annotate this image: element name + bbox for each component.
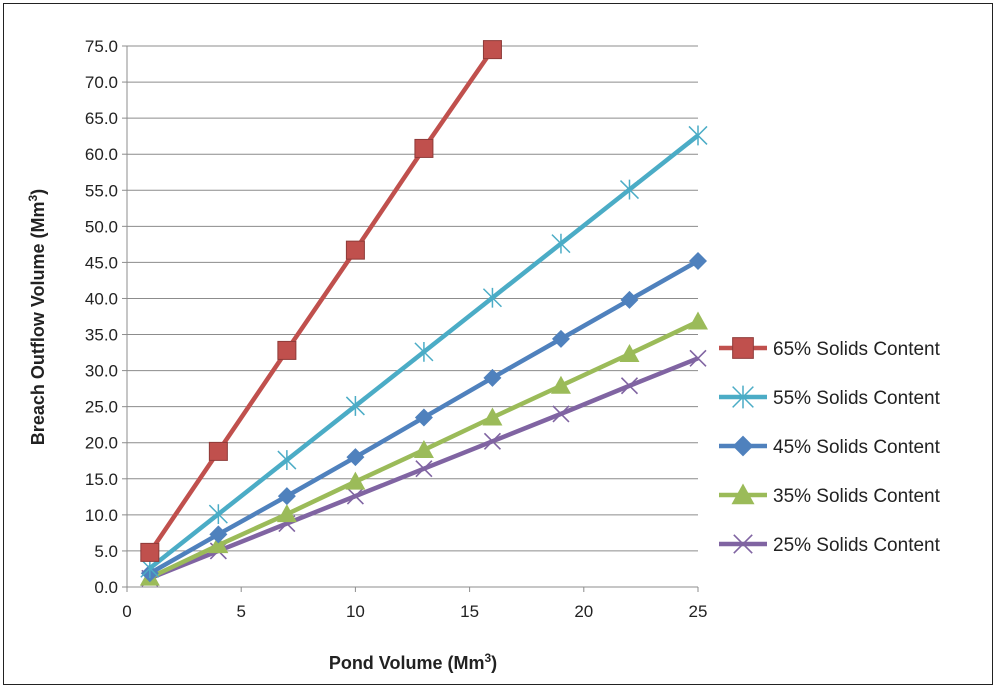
legend-item: 55% Solids Content (719, 385, 941, 409)
y-tick-label: 55.0 (85, 181, 118, 200)
series-layer (139, 40, 708, 587)
x-tick-label: 25 (689, 602, 708, 621)
marker-diamond (209, 525, 228, 544)
x-tick-label: 20 (574, 602, 593, 621)
legend-label: 35% Solids Content (773, 486, 941, 507)
marker-triangle (345, 471, 366, 490)
legend-item: 45% Solids Content (719, 435, 941, 458)
legend-label: 65% Solids Content (773, 339, 941, 360)
marker-square (345, 240, 365, 260)
y-tick-label: 5.0 (94, 542, 118, 561)
marker-diamond (620, 290, 639, 309)
marker-square (414, 138, 434, 158)
series-1 (140, 125, 708, 579)
marker-square (482, 40, 502, 60)
series-line (147, 48, 495, 554)
y-tick-label: 45.0 (85, 253, 118, 272)
legend: 65% Solids Content 55% Solids Content 45% … (719, 337, 941, 556)
marker-diamond (732, 435, 754, 457)
y-tick-labels: 0.0 5.0 10.0 15.0 20.0 25.0 30.0 35.0 40.0 45.0 50… (85, 37, 118, 597)
y-tick-label: 65.0 (85, 109, 118, 128)
marker-square (208, 441, 228, 461)
series-2 (140, 251, 707, 583)
x-tick-label: 15 (460, 602, 479, 621)
marker-x (483, 432, 502, 450)
marker-star (619, 179, 640, 200)
marker-square (140, 542, 160, 562)
marker-triangle (208, 535, 229, 554)
legend-item: 35% Solids Content (719, 483, 941, 507)
marker-star (208, 504, 228, 525)
legend-item: 65% Solids Content (719, 337, 941, 360)
marker-diamond (346, 448, 365, 467)
legend-label: 25% Solids Content (773, 535, 941, 556)
y-axis-title-text: Breach Outflow Volume (Mm (28, 202, 48, 446)
y-tick-label: 15.0 (85, 470, 118, 489)
x-tick-label: 0 (122, 602, 131, 621)
marker-star (277, 450, 297, 470)
marker-x (415, 460, 433, 478)
series-0 (140, 40, 502, 562)
marker-diamond (483, 368, 502, 387)
legend-item: 25% Solids Content (719, 534, 941, 556)
y-tick-label: 30.0 (85, 362, 118, 381)
marker-triangle (619, 344, 640, 363)
y-tick-label: 50.0 (85, 217, 118, 236)
marker-triangle (413, 439, 434, 458)
marker-square (732, 337, 754, 359)
y-tick-label: 75.0 (85, 37, 118, 56)
marker-triangle (688, 311, 708, 330)
y-axis-title: Breach Outflow Volume (Mm3) (26, 189, 48, 445)
legend-label: 55% Solids Content (773, 388, 941, 409)
y-tick-label: 10.0 (85, 506, 118, 525)
marker-diamond (414, 408, 433, 427)
y-tick-label: 60.0 (85, 145, 118, 164)
marker-x (620, 377, 639, 395)
line-chart: 0.05.010.015.020.025.030.035.040.045.050… (26, 37, 941, 673)
marker-star (482, 287, 502, 308)
y-tick-label: 25.0 (85, 398, 118, 417)
x-axis-title: Pond Volume (Mm3) (329, 651, 497, 673)
y-tick-label: 70.0 (85, 73, 118, 92)
x-axis-title-text: Pond Volume (Mm (329, 653, 485, 673)
marker-diamond (551, 329, 570, 348)
marker-triangle (276, 504, 297, 523)
marker-square (277, 340, 297, 360)
y-tick-label: 20.0 (85, 434, 118, 453)
x-tick-label: 10 (346, 602, 365, 621)
marker-x (346, 487, 364, 505)
y-tick-label: 40.0 (85, 289, 118, 308)
x-tick-labels: 0 5 10 15 20 25 (122, 602, 707, 621)
marker-diamond (277, 487, 296, 506)
marker-star (688, 125, 708, 146)
y-tick-label: 0.0 (94, 578, 118, 597)
marker-triangle (482, 407, 503, 426)
marker-triangle (550, 375, 571, 394)
legend-label: 45% Solids Content (773, 437, 941, 458)
y-axis-title-sup: 3 (26, 195, 40, 202)
marker-diamond (689, 251, 707, 270)
marker-x (552, 405, 570, 423)
marker-star (345, 396, 365, 416)
marker-triangle (731, 483, 755, 505)
y-axis-title-end: ) (28, 189, 48, 195)
marker-x (689, 349, 707, 367)
gridlines (127, 45, 698, 552)
x-axis-title-sup: 3 (484, 651, 491, 665)
marker-star (551, 233, 571, 254)
series-3 (139, 311, 708, 586)
x-tick-label: 5 (236, 602, 245, 621)
marker-x (733, 534, 753, 554)
chart-frame: 0.0 5.0 10.0 15.0 20.0 25.0 30.0 35.0 40.0 45.0 50… (3, 3, 993, 685)
y-tick-label: 35.0 (85, 326, 118, 345)
x-axis-title-end: ) (491, 653, 497, 673)
marker-star (732, 385, 754, 409)
marker-star (414, 341, 434, 362)
axes (122, 45, 699, 592)
